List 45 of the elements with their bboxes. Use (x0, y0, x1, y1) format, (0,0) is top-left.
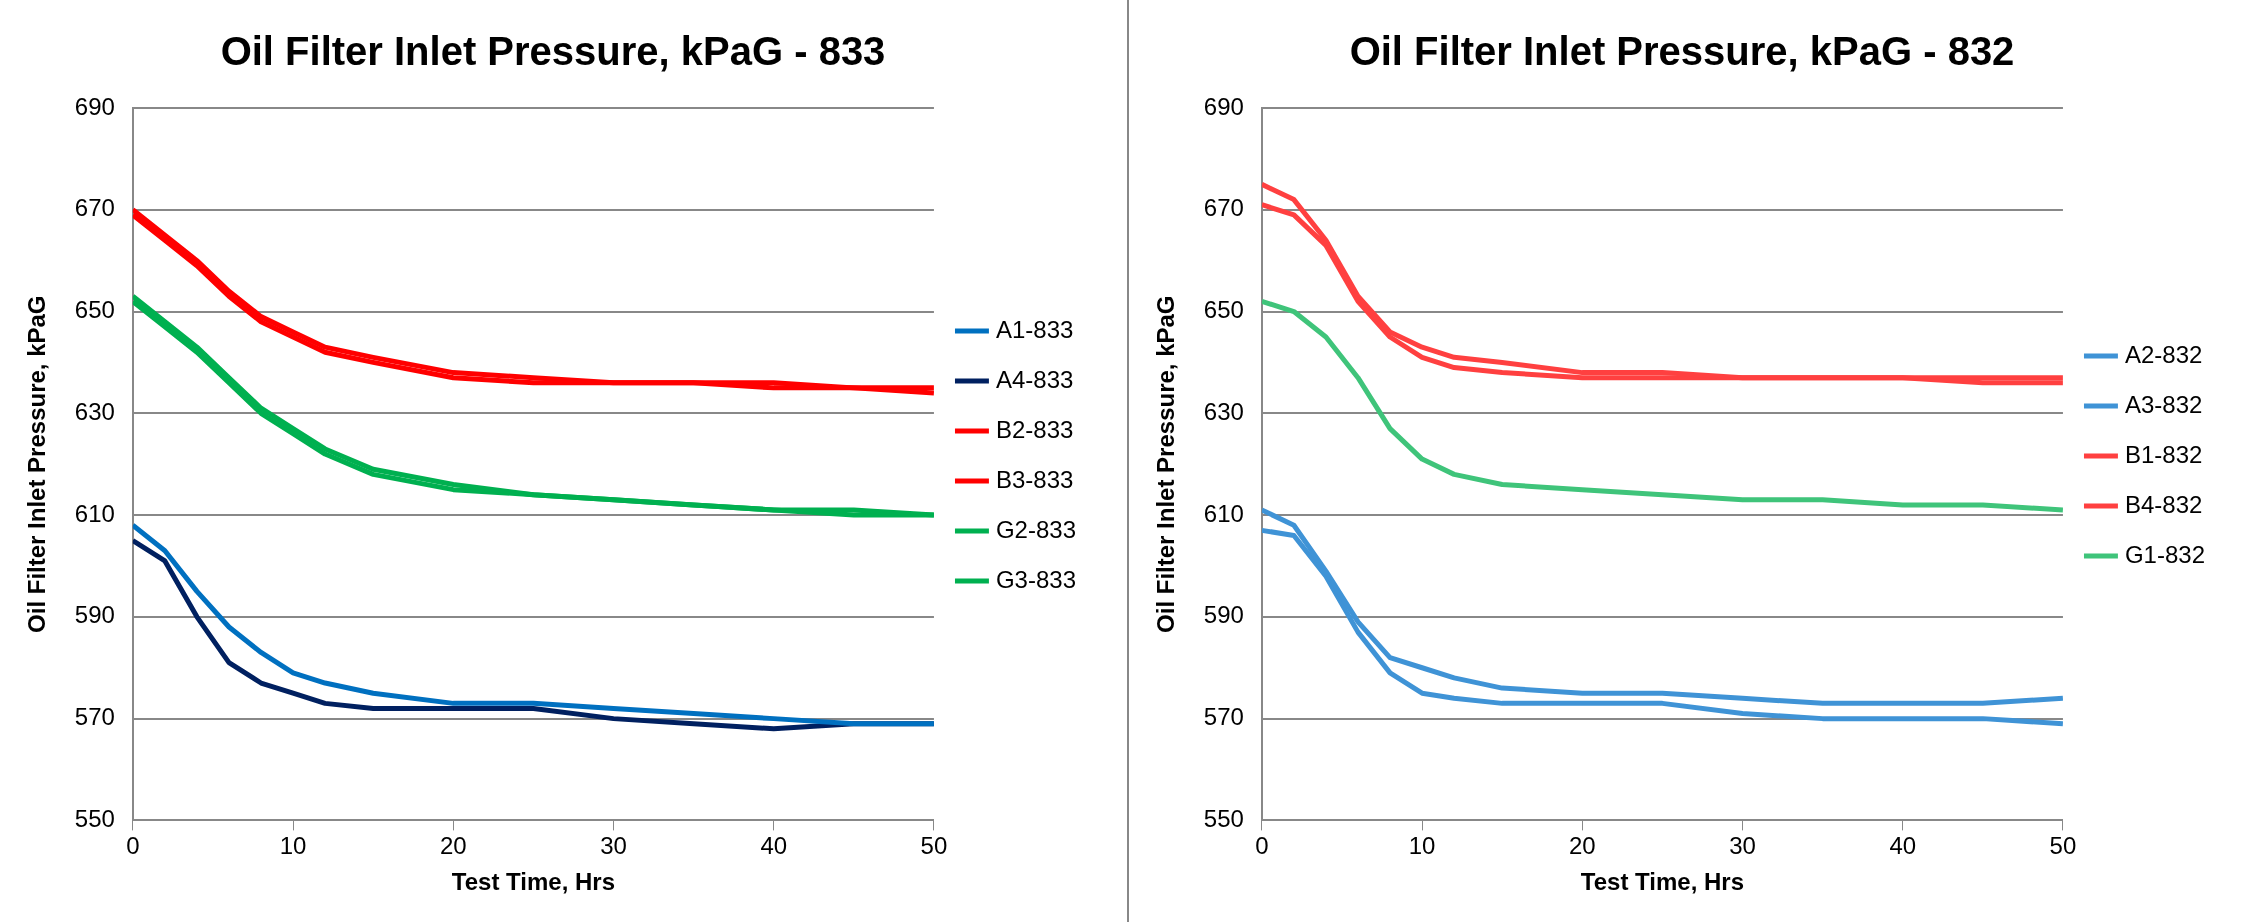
legend-label: A2-832 (2124, 340, 2203, 368)
legend-label: G2-833 (995, 515, 1077, 543)
y-tick-label: 650 (1203, 296, 1244, 324)
y-tick-label: 610 (1203, 499, 1244, 527)
legend-label: G1-832 (2124, 540, 2206, 568)
y-tick-label: 590 (74, 601, 115, 629)
y-tick-label: 690 (74, 92, 115, 120)
x-tick-label: 10 (1408, 832, 1436, 860)
y-tick-label: 650 (74, 296, 115, 324)
legend-label: A1-833 (995, 315, 1074, 343)
x-tick-label: 20 (1568, 832, 1596, 860)
y-axis-title: Oil Filter Inlet Pressure, kPaG (1152, 295, 1180, 633)
x-tick-label: 50 (2049, 832, 2077, 860)
y-tick-label: 690 (1203, 92, 1244, 120)
y-axis-title: Oil Filter Inlet Pressure, kPaG (23, 295, 51, 633)
y-tick-label: 550 (1203, 805, 1244, 833)
y-tick-label: 570 (74, 703, 115, 731)
legend-label: B3-833 (995, 465, 1074, 493)
legend-label: B4-832 (2124, 490, 2203, 518)
legend-label: G3-833 (995, 565, 1077, 593)
legend-label: B2-833 (995, 415, 1074, 443)
x-tick-label: 0 (126, 832, 140, 860)
legend-label: A3-832 (2124, 390, 2203, 418)
x-tick-label: 40 (1889, 832, 1917, 860)
legend-label: A4-833 (995, 365, 1074, 393)
x-tick-label: 10 (279, 832, 307, 860)
x-tick-label: 40 (760, 832, 788, 860)
chart-title: Oil Filter Inlet Pressure, kPaG - 832 (1349, 29, 2015, 74)
y-tick-label: 610 (74, 499, 115, 527)
y-tick-label: 630 (1203, 397, 1244, 425)
y-tick-label: 550 (74, 805, 115, 833)
y-tick-label: 670 (74, 194, 115, 222)
x-axis-title: Test Time, Hrs (451, 868, 615, 896)
x-tick-label: 20 (439, 832, 467, 860)
y-tick-label: 630 (74, 397, 115, 425)
y-tick-label: 670 (1203, 194, 1244, 222)
y-tick-label: 590 (1203, 601, 1244, 629)
chart-title: Oil Filter Inlet Pressure, kPaG - 833 (220, 29, 886, 74)
x-tick-label: 30 (1729, 832, 1756, 860)
y-tick-label: 570 (1203, 703, 1244, 731)
x-tick-label: 50 (920, 832, 948, 860)
x-tick-label: 0 (1255, 832, 1269, 860)
x-tick-label: 30 (600, 832, 627, 860)
legend-label: B1-832 (2124, 440, 2203, 468)
x-axis-title: Test Time, Hrs (1580, 868, 1744, 896)
